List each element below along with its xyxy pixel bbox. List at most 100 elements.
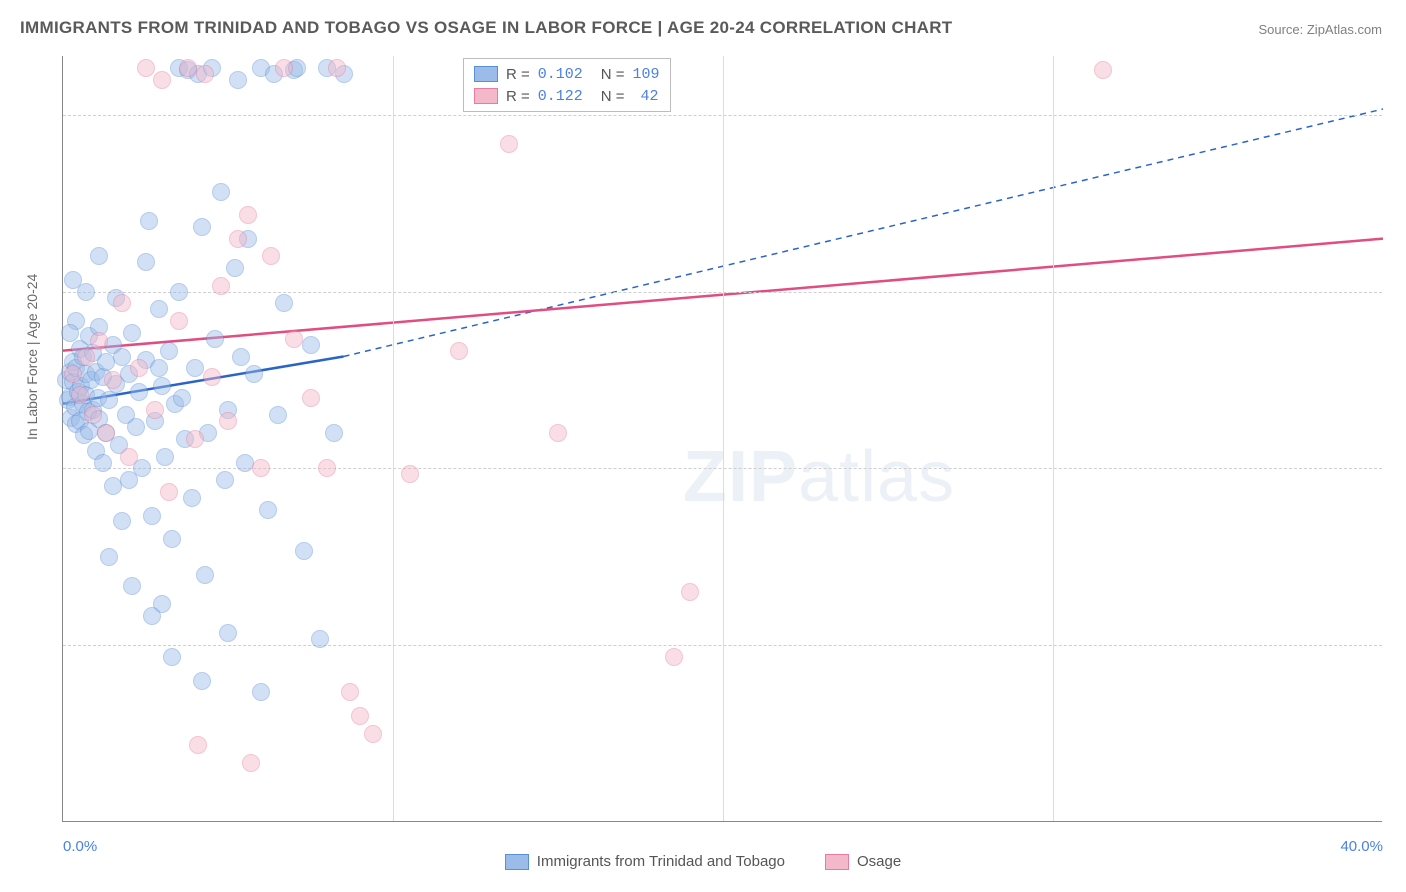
scatter-point	[219, 624, 237, 642]
scatter-point	[173, 389, 191, 407]
scatter-point	[97, 353, 115, 371]
legend-r-label: R =	[506, 88, 530, 105]
scatter-point	[295, 542, 313, 560]
watermark-zip: ZIP	[683, 437, 798, 517]
scatter-point	[401, 465, 419, 483]
scatter-point	[150, 359, 168, 377]
legend-n-label: N =	[601, 88, 625, 105]
scatter-point	[681, 583, 699, 601]
scatter-point	[232, 348, 250, 366]
scatter-point	[153, 71, 171, 89]
scatter-point	[196, 566, 214, 584]
scatter-point	[216, 471, 234, 489]
scatter-point	[212, 277, 230, 295]
gridline-v	[723, 56, 724, 821]
scatter-point	[193, 218, 211, 236]
scatter-point	[665, 648, 683, 666]
scatter-point	[236, 454, 254, 472]
scatter-point	[160, 342, 178, 360]
scatter-point	[170, 283, 188, 301]
scatter-point	[160, 483, 178, 501]
y-tick-label: 70.0%	[1392, 460, 1406, 477]
scatter-point	[64, 365, 82, 383]
watermark-atlas: atlas	[798, 437, 955, 517]
scatter-point	[229, 71, 247, 89]
scatter-point	[104, 477, 122, 495]
scatter-point	[252, 459, 270, 477]
scatter-point	[242, 754, 260, 772]
scatter-point	[1094, 61, 1112, 79]
legend-row-series2: R = 0.122 N = 42	[474, 85, 660, 107]
legend-n-value-2: 42	[641, 88, 659, 105]
scatter-point	[179, 59, 197, 77]
scatter-point	[226, 259, 244, 277]
scatter-point	[203, 368, 221, 386]
plot-area: ZIPatlas R = 0.102 N = 109 R = 0.122 N =…	[62, 56, 1382, 822]
scatter-point	[318, 459, 336, 477]
bottom-legend: Immigrants from Trinidad and Tobago Osag…	[0, 853, 1406, 870]
bottom-label-1: Immigrants from Trinidad and Tobago	[537, 853, 785, 870]
y-tick-label: 85.0%	[1392, 283, 1406, 300]
scatter-point	[156, 448, 174, 466]
scatter-point	[170, 312, 188, 330]
scatter-point	[252, 683, 270, 701]
scatter-point	[120, 448, 138, 466]
scatter-point	[302, 336, 320, 354]
scatter-point	[212, 183, 230, 201]
scatter-point	[84, 406, 102, 424]
scatter-point	[364, 725, 382, 743]
scatter-point	[302, 389, 320, 407]
scatter-point	[130, 359, 148, 377]
scatter-point	[143, 607, 161, 625]
scatter-point	[90, 247, 108, 265]
legend-swatch-series1	[474, 66, 498, 82]
legend-row-series1: R = 0.102 N = 109	[474, 63, 660, 85]
scatter-point	[94, 454, 112, 472]
y-tick-label: 55.0%	[1392, 637, 1406, 654]
scatter-point	[183, 489, 201, 507]
bottom-legend-item-1: Immigrants from Trinidad and Tobago	[505, 853, 785, 870]
scatter-point	[196, 65, 214, 83]
scatter-point	[189, 736, 207, 754]
scatter-point	[275, 59, 293, 77]
scatter-point	[163, 530, 181, 548]
legend-n-value-1: 109	[633, 66, 660, 83]
scatter-point	[64, 271, 82, 289]
scatter-point	[186, 430, 204, 448]
scatter-point	[90, 332, 108, 350]
scatter-point	[146, 401, 164, 419]
y-tick-label: 100.0%	[1392, 106, 1406, 123]
scatter-point	[351, 707, 369, 725]
scatter-point	[130, 383, 148, 401]
bottom-legend-item-2: Osage	[825, 853, 901, 870]
chart-title: IMMIGRANTS FROM TRINIDAD AND TOBAGO VS O…	[20, 18, 952, 38]
gridline-v	[1053, 56, 1054, 821]
correlation-legend: R = 0.102 N = 109 R = 0.122 N = 42	[463, 58, 671, 112]
scatter-point	[104, 371, 122, 389]
scatter-point	[71, 386, 89, 404]
scatter-point	[245, 365, 263, 383]
scatter-point	[113, 348, 131, 366]
scatter-point	[123, 577, 141, 595]
legend-r-value-1: 0.102	[538, 66, 583, 83]
legend-swatch-series2	[474, 88, 498, 104]
scatter-point	[123, 324, 141, 342]
scatter-point	[140, 212, 158, 230]
bottom-swatch-1	[505, 854, 529, 870]
y-axis-title: In Labor Force | Age 20-24	[24, 274, 40, 440]
scatter-point	[549, 424, 567, 442]
scatter-point	[500, 135, 518, 153]
scatter-point	[153, 377, 171, 395]
scatter-point	[137, 59, 155, 77]
bottom-label-2: Osage	[857, 853, 901, 870]
scatter-point	[275, 294, 293, 312]
scatter-point	[239, 206, 257, 224]
scatter-point	[150, 300, 168, 318]
scatter-point	[311, 630, 329, 648]
scatter-point	[61, 324, 79, 342]
scatter-point	[186, 359, 204, 377]
source-label: Source: ZipAtlas.com	[1258, 22, 1382, 37]
scatter-point	[206, 330, 224, 348]
scatter-point	[325, 424, 343, 442]
scatter-point	[113, 512, 131, 530]
